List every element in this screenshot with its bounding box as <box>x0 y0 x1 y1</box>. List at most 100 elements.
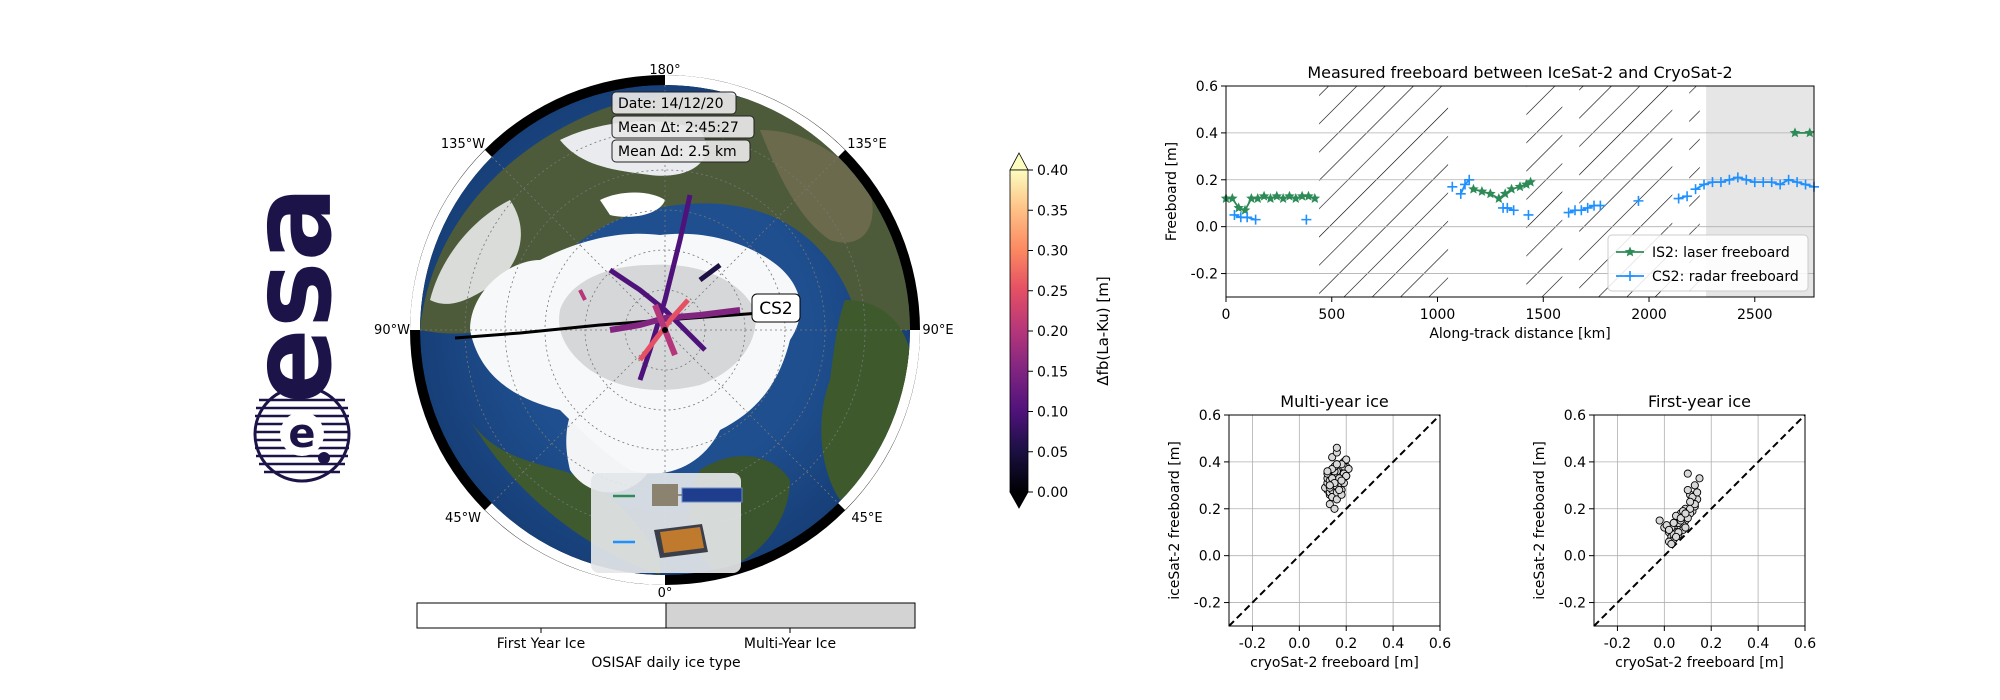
legend-marker <box>1624 246 1636 257</box>
x-tick-label: 1500 <box>1525 307 1561 323</box>
freeboard-line-chart: -0.2 0.0 0.2 0.4 0.6 0 500 1000 1500 2000 2500 Meas… <box>1164 63 1819 342</box>
x-tick-label: 2500 <box>1737 307 1773 323</box>
data-point <box>1672 532 1681 541</box>
data-point <box>1676 514 1685 523</box>
data-point <box>1804 127 1815 138</box>
colorbar-tick-label: 0.30 <box>1037 244 1068 260</box>
colorbar-gradient <box>1009 169 1029 493</box>
mean-dd-label: Mean Δd: 2.5 km <box>618 144 737 160</box>
esa-logo: esa e <box>227 186 357 483</box>
lon-label-45e: 45°E <box>851 511 882 526</box>
chart-title: Multi-year ice <box>1280 392 1388 411</box>
svg-text:e: e <box>288 411 315 457</box>
data-point <box>1344 464 1353 473</box>
y-tick-label: 0.4 <box>1196 126 1218 142</box>
colorbar-tick-label: 0.40 <box>1037 163 1068 179</box>
x-axis-label: cryoSat-2 freeboard [m] <box>1250 655 1419 671</box>
data-point <box>1323 467 1332 476</box>
data-point <box>1732 172 1743 183</box>
data-point <box>1741 174 1752 185</box>
hatched-region <box>1526 86 1563 297</box>
colorbar-tick-label: 0.35 <box>1037 203 1068 219</box>
multi-year-ice-label: Multi-Year Ice <box>744 636 836 652</box>
data-point <box>1485 188 1496 199</box>
data-point <box>1284 190 1295 201</box>
data-point <box>1724 174 1735 185</box>
data-point <box>1246 193 1257 203</box>
first-year-ice-scatter: -0.2 0.0 0.2 0.4 0.6 -0.2 0.0 0.2 0.4 0.6 First-ye… <box>1532 392 1816 671</box>
data-point <box>1695 474 1704 483</box>
x-tick-label: 0.0 <box>1653 636 1675 652</box>
data-point <box>1239 204 1251 215</box>
data-point <box>1301 214 1312 225</box>
data-point <box>1325 481 1334 490</box>
lon-label-45w: 45°W <box>445 511 481 526</box>
plot-frame <box>1225 85 1815 298</box>
lon-label-0: 0° <box>658 586 673 601</box>
ice-type-title: OSISAF daily ice type <box>591 655 740 671</box>
one-to-one-line <box>1593 414 1806 627</box>
hatched-region <box>1319 86 1449 297</box>
first-year-ice-label: First Year Ice <box>497 636 585 652</box>
ice-type-bar: First Year Ice Multi-Year Ice OSISAF dai… <box>416 602 916 671</box>
y-tick-label: 0.6 <box>1564 408 1586 424</box>
chart-legend <box>1607 234 1809 292</box>
data-point <box>1707 177 1718 188</box>
data-point <box>1800 179 1811 190</box>
data-point <box>1595 200 1606 211</box>
data-point <box>1337 476 1346 485</box>
data-point <box>1576 205 1587 216</box>
x-tick-label: 0.2 <box>1700 636 1722 652</box>
lon-label-90e: 90°E <box>922 323 953 338</box>
data-point <box>1686 497 1695 506</box>
data-point <box>1655 516 1664 525</box>
y-tick-label: 0.0 <box>1196 220 1218 236</box>
data-point <box>1332 460 1341 469</box>
data-point <box>1673 193 1684 204</box>
data-point <box>1242 212 1253 223</box>
cryosat2-satellite-icon <box>654 524 708 558</box>
data-point <box>1332 443 1341 452</box>
data-point <box>1335 485 1344 495</box>
x-axis-label: Along-track distance [km] <box>1429 326 1610 342</box>
y-tick-label: 0.6 <box>1196 79 1218 95</box>
cs2-track-label: CS2 <box>751 293 801 323</box>
data-point <box>1502 202 1513 213</box>
data-point <box>1342 455 1351 464</box>
data-point <box>1493 193 1505 203</box>
colorbar-tick-label: 0.20 <box>1037 324 1068 340</box>
x-tick-label: 0 <box>1222 307 1231 323</box>
polar-map: 180° 135°W 135°E 90°W 90°E 45°W 45°E 0° … <box>374 63 954 601</box>
colorbar-tick-label: 0.00 <box>1037 485 1068 501</box>
data-point <box>1500 188 1511 199</box>
x-tick-label: 500 <box>1318 307 1345 323</box>
data-point <box>1699 179 1710 190</box>
data-point <box>1455 188 1466 199</box>
data-point <box>1690 184 1701 195</box>
y-tick-label: 0.2 <box>1199 502 1221 518</box>
lon-label-135w: 135°W <box>441 137 485 152</box>
lon-label-135e: 135°E <box>847 137 887 152</box>
x-tick-label: 1000 <box>1420 307 1456 323</box>
y-tick-label: 0.2 <box>1564 502 1586 518</box>
colorbar-tick-label: 0.15 <box>1037 364 1068 380</box>
colorbar-label: Δfb(La-Ku) [m] <box>1094 276 1112 385</box>
data-point <box>1506 183 1517 194</box>
y-tick-label: 0.0 <box>1199 549 1221 565</box>
data-point <box>1290 193 1301 203</box>
plot-frame <box>1593 414 1806 627</box>
y-tick-label: -0.2 <box>1559 596 1586 612</box>
data-point <box>1664 525 1674 534</box>
data-point <box>1252 193 1263 203</box>
x-tick-label: 0.4 <box>1747 636 1769 652</box>
esa-logo-text: esa <box>227 186 357 404</box>
data-point <box>1468 183 1479 194</box>
data-point <box>1682 191 1693 202</box>
data-point <box>1342 471 1351 481</box>
data-point <box>1681 509 1690 518</box>
data-point <box>1633 195 1644 206</box>
info-boxes: Date: 14/12/20 Mean Δt: 2:45:27 Mean Δd:… <box>611 91 755 163</box>
data-point <box>1683 469 1692 478</box>
data-point <box>1460 179 1471 190</box>
colorbar-tick-label: 0.10 <box>1037 405 1068 421</box>
